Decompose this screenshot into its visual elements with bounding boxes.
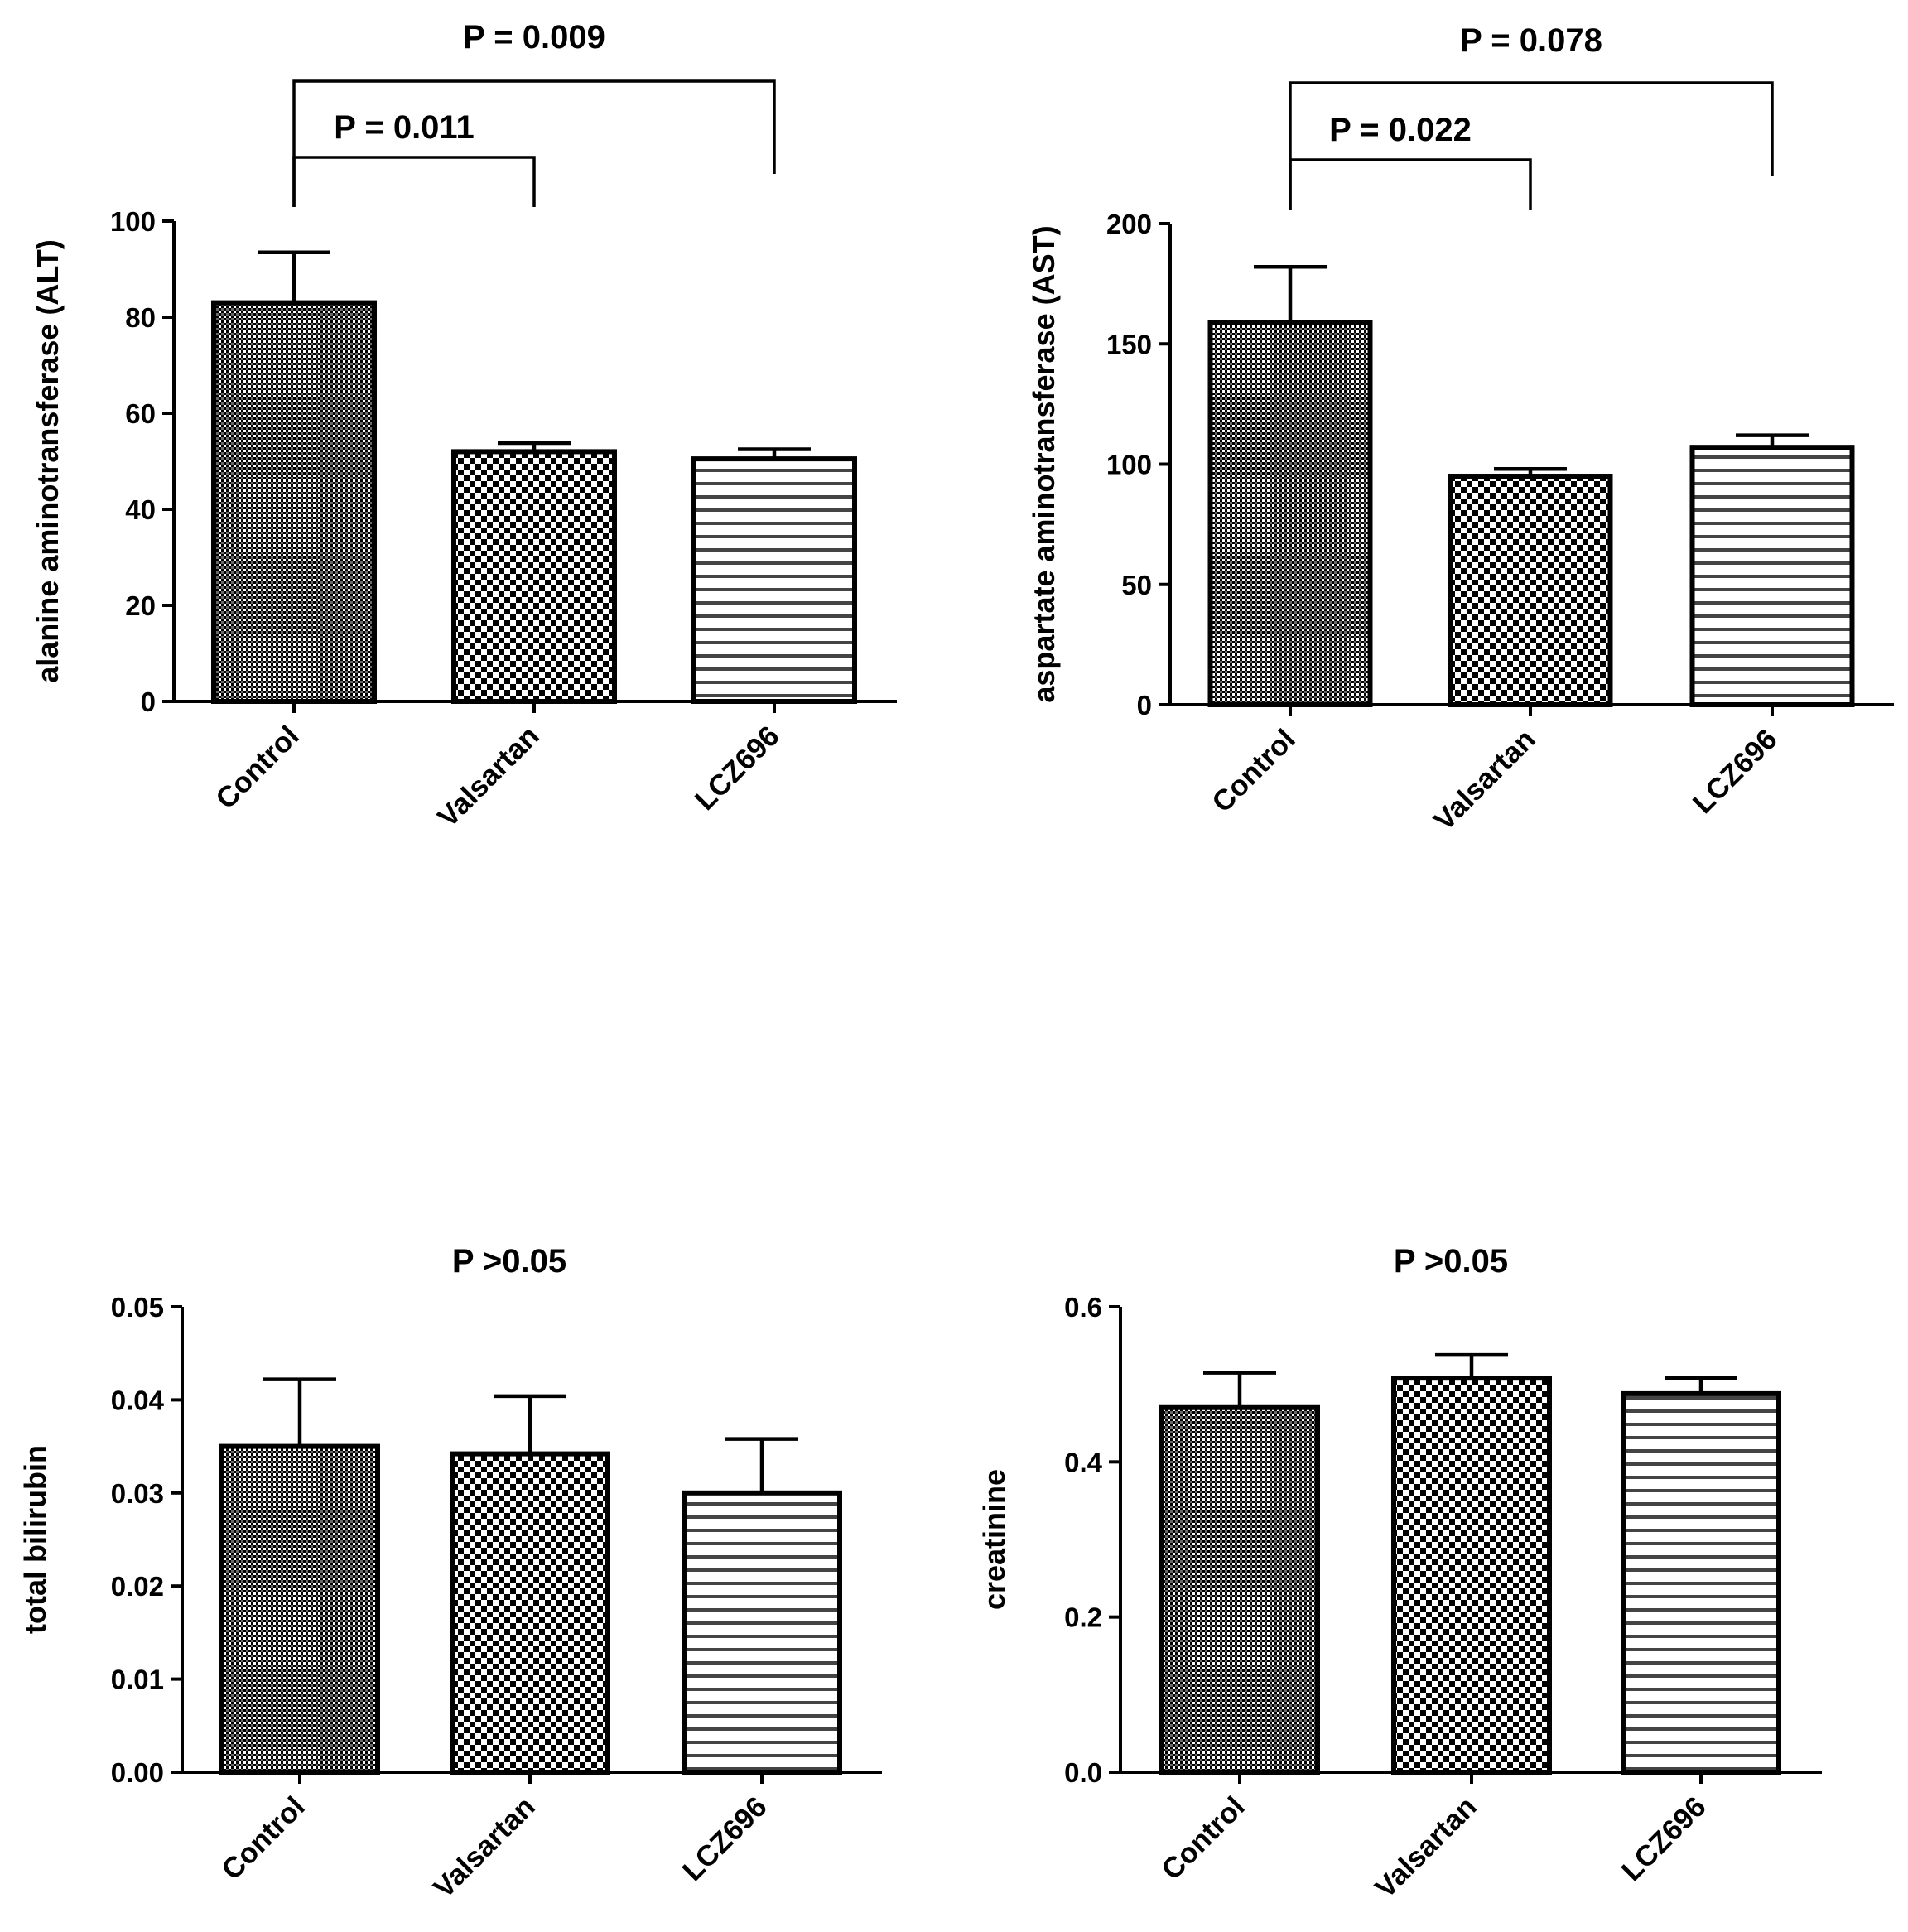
x-category-label: Control: [215, 1790, 311, 1886]
bar-control: [211, 300, 377, 704]
bar-lcz696: [1689, 445, 1855, 707]
y-tick-label: 60: [125, 398, 156, 429]
significance-bracket: [292, 156, 536, 207]
y-tick-label: 0.01: [111, 1665, 164, 1695]
y-tick-label: 200: [1106, 209, 1152, 239]
y-tick-label: 20: [125, 590, 156, 621]
y-tick-label: 0.03: [111, 1478, 164, 1509]
bar-control: [219, 1443, 380, 1775]
y-axis-title: alanine aminotransferase (ALT): [31, 239, 65, 682]
bar-lcz696: [682, 1490, 842, 1775]
y-tick-label: 0: [141, 687, 156, 717]
y-tick-label: 0.05: [111, 1292, 164, 1323]
x-category-label: LCZ696: [1687, 723, 1784, 820]
chart-panel-alt: 0 20 40 60 80 100 alanine aminotransferase (AL…: [31, 19, 897, 834]
p-value-label: P = 0.011: [334, 109, 474, 146]
bar-valsartan: [451, 449, 617, 705]
y-tick-label: 100: [110, 206, 156, 237]
bar-valsartan: [450, 1451, 610, 1775]
x-category-label: Valsartan: [1369, 1790, 1483, 1905]
y-axis-title: aspartate aminotransferase (AST): [1027, 225, 1061, 702]
chart-title: P >0.05: [1394, 1243, 1508, 1279]
bar-lcz696: [1621, 1390, 1781, 1775]
chart-panel-creatinine: 0.0 0.2 0.4 0.6 creatinine Control Valsartan LC…: [977, 1243, 1822, 1905]
p-value-label: P = 0.022: [1329, 112, 1472, 148]
x-category-label: LCZ696: [1616, 1790, 1713, 1887]
bar-control: [1159, 1404, 1320, 1775]
x-category-label: LCZ696: [677, 1790, 773, 1887]
y-tick-label: 100: [1106, 450, 1152, 480]
y-tick-label: 40: [125, 494, 156, 525]
bar-lcz696: [691, 456, 857, 704]
y-tick-label: 0.04: [111, 1385, 165, 1415]
p-value-label: P = 0.078: [1460, 22, 1602, 59]
bar-control: [1207, 320, 1373, 707]
x-category-label: LCZ696: [689, 720, 786, 817]
significance-bracket: [292, 79, 776, 207]
bar-valsartan: [1391, 1376, 1552, 1775]
y-tick-label: 50: [1121, 570, 1152, 600]
y-tick-label: 0.6: [1064, 1292, 1102, 1323]
significance-bracket: [1289, 81, 1774, 210]
y-tick-label: 0: [1137, 690, 1152, 720]
y-tick-label: 0.4: [1064, 1447, 1103, 1477]
chart-title: P >0.05: [452, 1243, 566, 1279]
y-tick-label: 0.00: [111, 1757, 164, 1788]
y-tick-label: 80: [125, 302, 156, 333]
x-category-label: Valsartan: [431, 720, 546, 834]
y-tick-label: 0.0: [1064, 1757, 1102, 1788]
x-category-label: Control: [1155, 1790, 1251, 1886]
x-category-label: Control: [1206, 723, 1302, 819]
y-axis-title: total bilirubin: [18, 1445, 52, 1634]
p-value-label: P = 0.009: [463, 19, 605, 55]
bar-valsartan: [1448, 474, 1613, 708]
chart-panel-ast: 0 50 100 150 200 aspartate aminotransferase (…: [1027, 22, 1894, 837]
y-axis-title: creatinine: [977, 1469, 1011, 1610]
y-tick-label: 150: [1106, 329, 1152, 359]
significance-bracket: [1289, 158, 1532, 210]
y-tick-label: 0.02: [111, 1571, 164, 1602]
y-tick-label: 0.2: [1064, 1602, 1102, 1633]
x-category-label: Control: [210, 720, 306, 816]
x-category-label: Valsartan: [427, 1790, 542, 1905]
x-category-label: Valsartan: [1428, 723, 1542, 837]
chart-panel-bilirubin: 0.00 0.01 0.02 0.03 0.04 0.05 total bilirubin C…: [18, 1243, 882, 1905]
